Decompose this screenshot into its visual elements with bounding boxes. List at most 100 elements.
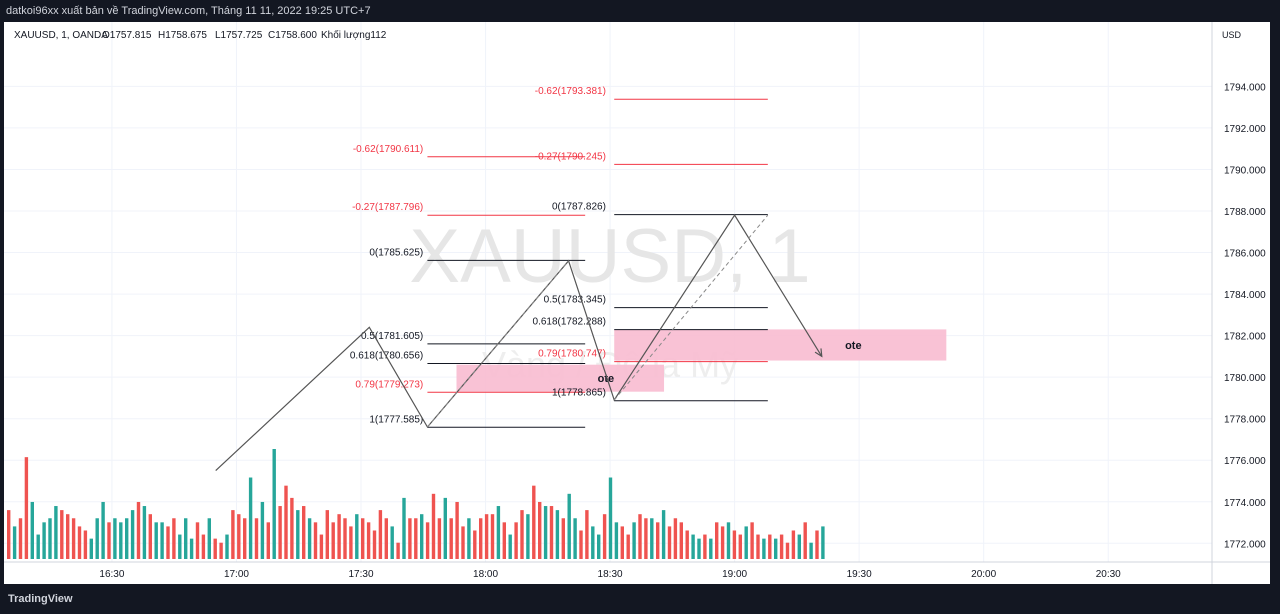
volume-bar <box>130 510 135 559</box>
volume-bar <box>697 538 701 559</box>
volume-bar <box>48 518 52 559</box>
volume-bar <box>691 534 695 559</box>
legend-open: O1757.815 <box>102 30 152 41</box>
y-tick-label: 1776.000 <box>1224 456 1266 467</box>
x-tick-label: 18:30 <box>598 569 623 580</box>
y-tick-label: 1784.000 <box>1224 290 1266 301</box>
volume-bar <box>532 485 536 559</box>
axes: 16:30 17:00 17:30 18:00 18:30 19:00 19:30 20:00… <box>4 22 1270 584</box>
x-tick-label: 17:00 <box>224 569 249 580</box>
volume-bar <box>172 518 176 559</box>
volume-bar <box>473 530 477 559</box>
volume-bar <box>561 518 565 559</box>
y-tick-label: 1774.000 <box>1224 498 1266 509</box>
volume-bar <box>42 522 46 559</box>
ote-zones[interactable]: ote ote <box>456 329 947 392</box>
volume-bar <box>402 497 406 559</box>
volume-bar <box>307 518 312 559</box>
volume-bar <box>508 534 512 559</box>
volume-bar <box>573 518 577 559</box>
y-tick-label: 1772.000 <box>1224 539 1266 550</box>
x-tick-label: 19:30 <box>847 569 872 580</box>
volume-bar <box>266 522 270 559</box>
volume-bar <box>24 457 29 559</box>
volume-bar <box>644 518 648 559</box>
volume-bar <box>715 522 719 559</box>
volume-bar <box>461 526 465 559</box>
volume-bar <box>467 518 471 559</box>
volume-bar <box>89 538 93 559</box>
volume-bar <box>378 510 383 559</box>
volume-bar <box>650 518 654 559</box>
published-bar: datkoi96xx xuất bản về TradingView.com, … <box>0 0 1280 22</box>
ote-zone <box>614 329 947 361</box>
volume-bar <box>213 538 217 559</box>
volume-bar <box>355 514 359 559</box>
fib-level-label: 0(1785.625) <box>369 247 423 258</box>
volume-bar <box>296 510 300 559</box>
arrow-head <box>814 348 823 358</box>
volume-bar <box>184 518 188 559</box>
y-tick-label: 1788.000 <box>1224 207 1266 218</box>
volume-bar <box>60 510 64 559</box>
volume-bar <box>774 538 778 559</box>
volume-bar <box>66 514 70 559</box>
fib-level-label: 1(1777.585) <box>369 414 423 425</box>
volume-bar <box>384 518 388 559</box>
volume-bar <box>420 514 424 559</box>
volume-bar <box>366 522 371 559</box>
volume-bar <box>166 526 170 559</box>
volume-bar <box>219 542 223 559</box>
dashed-leg <box>427 260 569 428</box>
legend-symbol: XAUUSD, 1, OANDA <box>14 30 108 41</box>
fib-level-label: -0.62(1793.381) <box>535 86 606 97</box>
y-tick-label: 1778.000 <box>1224 415 1266 426</box>
x-tick-label: 19:00 <box>722 569 747 580</box>
volume-bar <box>673 518 678 559</box>
volume-bar <box>372 530 377 559</box>
volume-bar <box>225 534 229 559</box>
volume-bar <box>243 518 247 559</box>
volume-bar <box>136 501 141 559</box>
tradingview-logo[interactable]: TradingView <box>8 593 73 605</box>
chart-frame[interactable]: XAUUSD, 1 Vàng / Đô la Mỹ ote ote -0.62(1… <box>4 22 1270 584</box>
volume-bar <box>526 514 530 559</box>
volume-bar <box>331 522 335 559</box>
zigzag-legs[interactable] <box>215 214 823 472</box>
volume-bar <box>414 518 418 559</box>
volume-bar <box>189 538 194 559</box>
volume-bar <box>254 518 259 559</box>
volume-bar <box>809 542 813 559</box>
volume-bar <box>602 514 607 559</box>
volume-bar <box>148 514 152 559</box>
volume-bar <box>125 518 129 559</box>
volume-bar <box>248 477 253 559</box>
volume-bar <box>679 522 683 559</box>
volume-bar <box>555 510 560 559</box>
volume-bar <box>750 522 754 559</box>
published-text: datkoi96xx xuất bản về TradingView.com, … <box>6 5 371 17</box>
volume-bar <box>656 522 660 559</box>
volume-bar <box>12 526 17 559</box>
volume-bar <box>685 530 689 559</box>
volume-bar <box>520 510 524 559</box>
volume-bar <box>514 522 518 559</box>
x-tick-label: 16:30 <box>99 569 124 580</box>
volume-bar <box>538 501 542 559</box>
y-tick-label: 1790.000 <box>1224 165 1266 176</box>
legend-low: L1757.725 <box>215 30 263 41</box>
volume-bar <box>803 522 807 559</box>
volume-bar <box>496 506 501 559</box>
volume-bar <box>620 526 624 559</box>
volume-bar <box>779 534 784 559</box>
volume-bar <box>290 497 294 559</box>
volume-bar <box>7 510 11 559</box>
volume-bar <box>54 506 58 559</box>
fib-level-label: -0.27(1787.796) <box>352 202 423 213</box>
volume-bar <box>396 542 400 559</box>
volume-bar <box>237 514 241 559</box>
volume-bar <box>785 542 790 559</box>
y-tick-label: 1786.000 <box>1224 249 1266 260</box>
volume-bar <box>36 534 40 559</box>
